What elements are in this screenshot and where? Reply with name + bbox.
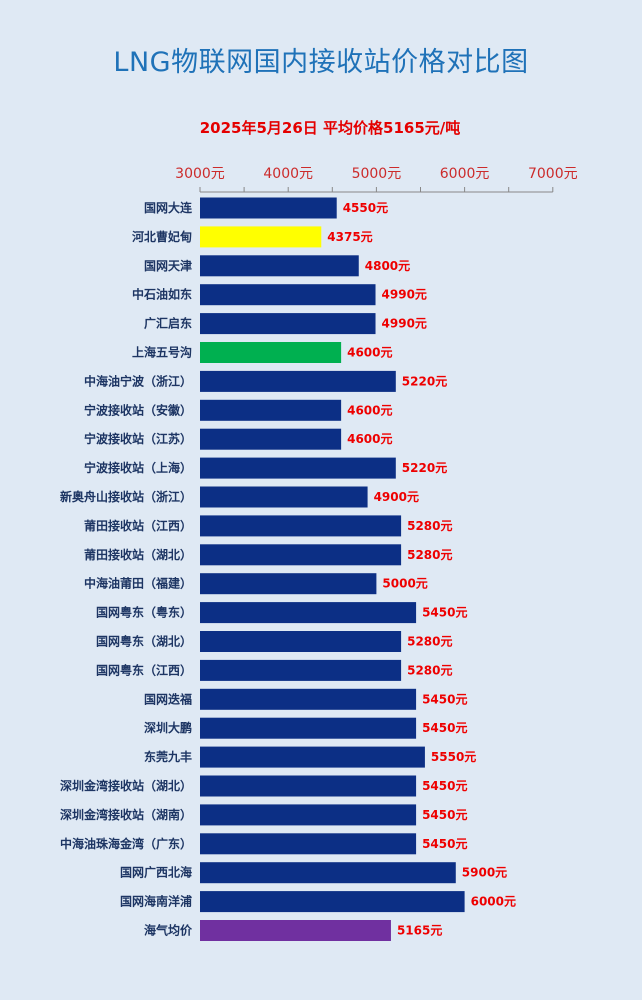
bar [200, 197, 337, 219]
value-label: 4990元 [382, 317, 427, 331]
category-label: 新奥舟山接收站（浙江） [60, 489, 192, 504]
value-label: 5000元 [382, 577, 427, 591]
bar [200, 428, 342, 450]
chart-title: LNG物联网国内接收站价格对比图 [113, 47, 529, 78]
bar [200, 775, 417, 797]
category-label: 国网粤东（湖北） [96, 634, 192, 649]
category-label: 国网大连 [144, 200, 193, 215]
value-label: 4900元 [374, 490, 419, 504]
value-label: 5450元 [422, 692, 467, 706]
value-label: 6000元 [471, 895, 516, 909]
value-label: 5450元 [422, 808, 467, 822]
value-label: 4600元 [347, 403, 392, 417]
value-label: 4375元 [327, 230, 372, 244]
bar [200, 370, 396, 392]
bar [200, 920, 391, 941]
value-label: 5220元 [402, 374, 447, 388]
x-tick-label: 7000元 [528, 166, 578, 182]
bar [200, 515, 402, 537]
x-axis: 3000元 4000元 5000元 6000元 7000元 [175, 166, 578, 193]
x-tick-label: 4000元 [263, 166, 313, 182]
category-label: 莆田接收站（湖北） [84, 547, 192, 562]
bar [200, 486, 368, 508]
category-label: 深圳金湾接收站（湖北） [60, 778, 192, 793]
bar [200, 659, 402, 681]
category-label: 广汇启东 [144, 316, 192, 331]
chart-subtitle: 2025年5月26日 平均价格5165元/吨 [199, 119, 461, 137]
bar [200, 688, 417, 710]
value-label: 4550元 [343, 201, 388, 215]
value-label: 5280元 [407, 663, 452, 677]
category-label: 国网天津 [144, 258, 192, 273]
value-label: 5450元 [422, 721, 467, 735]
bar [200, 544, 402, 566]
bar [200, 255, 359, 277]
category-label: 宁波接收站（上海） [84, 460, 192, 475]
value-label: 4990元 [382, 288, 427, 302]
bar [200, 602, 417, 624]
category-label: 国网迭福 [144, 691, 192, 706]
bar [200, 573, 377, 595]
value-label: 5900元 [462, 866, 507, 880]
bar [200, 226, 322, 248]
category-label: 中石油如东 [132, 287, 192, 302]
x-tick-label: 6000元 [440, 166, 490, 182]
category-label: 中海油宁波（浙江） [84, 373, 192, 388]
bar [200, 342, 342, 363]
bar [200, 891, 465, 913]
value-label: 5450元 [422, 779, 467, 793]
value-label: 4800元 [365, 259, 410, 273]
value-label: 5280元 [407, 635, 452, 649]
category-label: 海气均价 [144, 923, 193, 938]
bar [200, 631, 402, 652]
category-label: 国网海南洋浦 [120, 894, 192, 909]
category-label: 中海油珠海金湾（广东） [60, 836, 192, 851]
value-label: 5165元 [397, 924, 442, 938]
category-label: 深圳大鹏 [144, 720, 192, 735]
bar [200, 717, 417, 739]
value-label: 4600元 [347, 346, 392, 360]
category-label: 河北曹妃甸 [131, 229, 192, 244]
value-label: 5450元 [422, 606, 467, 620]
bar [200, 746, 425, 768]
bar [200, 833, 417, 855]
bar [200, 804, 417, 826]
value-label: 4600元 [347, 432, 392, 446]
value-label: 5220元 [402, 461, 447, 475]
bar [200, 284, 376, 306]
bar [200, 862, 456, 884]
category-label: 东莞九丰 [144, 749, 192, 764]
value-label: 5280元 [407, 519, 452, 533]
category-label: 宁波接收站（江苏） [84, 431, 192, 446]
category-label: 国网粤东（江西） [96, 662, 192, 677]
category-label: 宁波接收站（安徽） [84, 402, 192, 417]
category-label: 国网广西北海 [120, 865, 192, 880]
value-label: 5450元 [422, 837, 467, 851]
category-label: 中海油莆田（福建） [84, 576, 192, 591]
bar [200, 313, 376, 335]
x-tick-label: 3000元 [175, 166, 225, 182]
x-tick-label: 5000元 [352, 166, 402, 182]
value-label: 5280元 [407, 548, 452, 562]
category-label: 国网粤东（粤东） [96, 605, 192, 620]
category-label: 莆田接收站（江西） [84, 518, 192, 533]
bar [200, 399, 342, 421]
category-label: 深圳金湾接收站（湖南） [60, 807, 192, 822]
bar [200, 457, 396, 479]
value-label: 5550元 [431, 750, 476, 764]
category-label: 上海五号沟 [132, 345, 192, 360]
